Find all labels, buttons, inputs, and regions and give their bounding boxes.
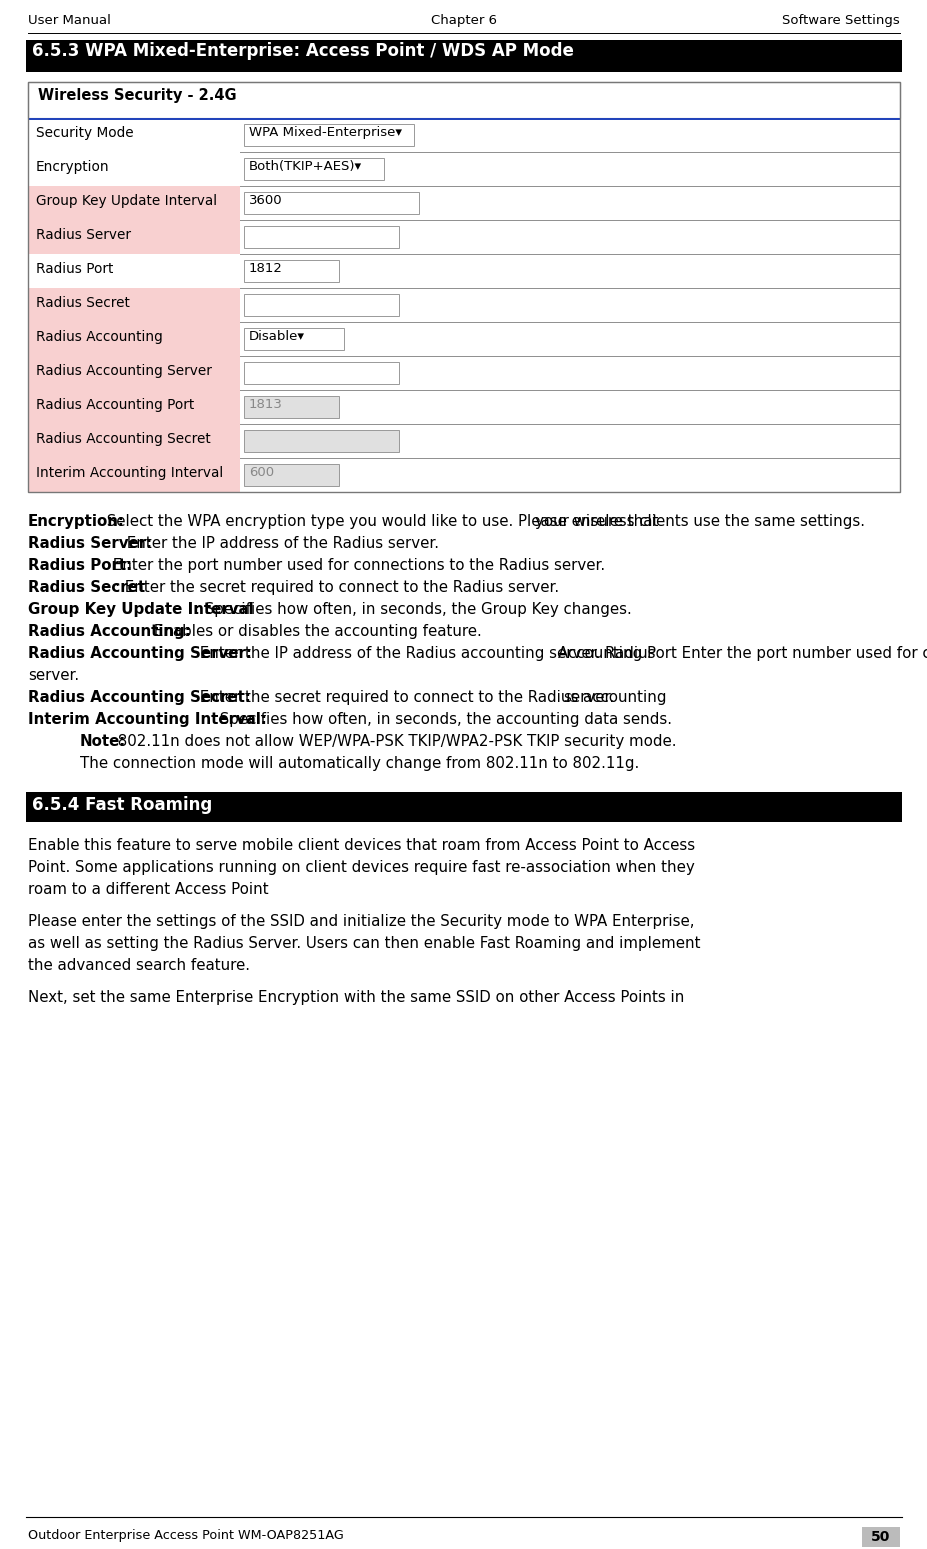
Bar [28,390,899,424]
Text: Point. Some applications running on client devices require fast re-association w: Point. Some applications running on clie… [28,860,694,875]
Text: 3600: 3600 [248,194,283,208]
Bar [244,431,399,452]
Text: Both(TKIP+AES)▾: Both(TKIP+AES)▾ [248,160,362,173]
Bar [28,254,240,288]
Bar [244,294,399,316]
Bar [28,390,240,424]
Text: User Manual: User Manual [28,14,110,26]
Bar [244,397,338,418]
Text: server.: server. [563,689,615,705]
Text: Disable▾: Disable▾ [248,330,305,342]
Text: Radius Port:: Radius Port: [28,558,132,573]
Bar [244,124,413,146]
Text: Specifies how often, in seconds, the accounting data sends.: Specifies how often, in seconds, the acc… [215,713,672,726]
Text: Radius Accounting: Radius Accounting [36,330,162,344]
Text: 1813: 1813 [248,398,283,410]
Text: Security Mode: Security Mode [36,125,133,139]
Text: the advanced search feature.: the advanced search feature. [28,957,249,973]
Text: Enter the secret required to connect to the Radius accounting: Enter the secret required to connect to … [196,689,667,705]
Text: : Specifies how often, in seconds, the Group Key changes.: : Specifies how often, in seconds, the G… [196,603,631,617]
Text: Radius Port: Radius Port [36,262,113,276]
Text: server.: server. [28,668,79,683]
Bar [244,192,419,214]
Bar [28,322,899,356]
Text: as well as setting the Radius Server. Users can then enable Fast Roaming and imp: as well as setting the Radius Server. Us… [28,936,700,951]
Text: Encryption: Encryption [36,160,109,173]
Text: Enable this feature to serve mobile client devices that roam from Access Point t: Enable this feature to serve mobile clie… [28,838,694,853]
Bar [26,792,901,823]
Bar [244,260,338,282]
Bar [28,220,240,254]
Bar [861,1527,899,1547]
Text: The connection mode will automatically change from 802.11n to 802.11g.: The connection mode will automatically c… [80,756,639,771]
Text: roam to a different Access Point: roam to a different Access Point [28,881,268,897]
Text: Wireless Security - 2.4G: Wireless Security - 2.4G [38,88,236,102]
Bar [28,220,899,254]
Bar [28,288,240,322]
Text: Radius Accounting Secret: Radius Accounting Secret [36,432,210,446]
Bar [28,186,899,220]
Bar [28,118,899,119]
Text: Please enter the settings of the SSID and initialize the Security mode to WPA En: Please enter the settings of the SSID an… [28,914,693,929]
Bar [28,322,240,356]
Text: Chapter 6: Chapter 6 [430,14,497,26]
Text: 6.5.3 WPA Mixed-Enterprise: Access Point / WDS AP Mode: 6.5.3 WPA Mixed-Enterprise: Access Point… [32,42,573,60]
Text: Next, set the same Enterprise Encryption with the same SSID on other Access Poin: Next, set the same Enterprise Encryption… [28,990,683,1005]
Bar [28,424,899,459]
Bar [244,226,399,248]
Bar [28,152,899,186]
Text: Outdoor Enterprise Access Point WM-OAP8251AG: Outdoor Enterprise Access Point WM-OAP82… [28,1529,343,1541]
Bar [244,465,338,486]
Text: 1812: 1812 [248,262,283,276]
Bar [28,288,899,322]
Bar [28,118,240,152]
Text: Radius Accounting Secret:: Radius Accounting Secret: [28,689,250,705]
Text: Radius Server:: Radius Server: [28,536,152,551]
Text: Note:: Note: [80,734,126,750]
Bar [28,82,899,118]
Bar [28,459,899,493]
Bar [28,356,240,390]
Text: 802.11n does not allow WEP/WPA-PSK TKIP/WPA2-PSK TKIP security mode.: 802.11n does not allow WEP/WPA-PSK TKIP/… [113,734,677,750]
Text: Select the WPA encryption type you would like to use. Please ensure that: Select the WPA encryption type you would… [102,514,657,530]
Text: Accounting Port Enter the port number used for connections to the Radius account: Accounting Port Enter the port number us… [557,646,927,661]
Bar [26,40,901,71]
Text: Enter the port number used for connections to the Radius server.: Enter the port number used for connectio… [108,558,604,573]
Text: Radius Accounting Server:: Radius Accounting Server: [28,646,251,661]
Text: Radius Secret: Radius Secret [36,296,130,310]
Text: Enter the IP address of the Radius accounting server. Radius: Enter the IP address of the Radius accou… [196,646,655,661]
Text: Radius Accounting Port: Radius Accounting Port [36,398,194,412]
Text: 600: 600 [248,466,273,479]
Bar [28,152,240,186]
Text: Enter the IP address of the Radius server.: Enter the IP address of the Radius serve… [121,536,438,551]
Text: Interim Accounting Interval:: Interim Accounting Interval: [28,713,266,726]
Bar [28,254,899,288]
Bar [28,459,240,493]
Text: Enables or disables the accounting feature.: Enables or disables the accounting featu… [148,624,481,640]
Text: Group Key Update Interval: Group Key Update Interval [28,603,253,617]
Bar [28,186,240,220]
Bar [28,356,899,390]
Text: Radius Accounting Server: Radius Accounting Server [36,364,211,378]
Text: Radius Secret: Radius Secret [28,579,145,595]
Bar [244,158,384,180]
Text: 50: 50 [870,1530,890,1544]
Bar [28,118,899,152]
Text: Group Key Update Interval: Group Key Update Interval [36,194,217,208]
Bar [244,328,344,350]
Text: Radius Accounting:: Radius Accounting: [28,624,190,640]
Text: : Enter the secret required to connect to the Radius server.: : Enter the secret required to connect t… [115,579,559,595]
Text: 6.5.4 Fast Roaming: 6.5.4 Fast Roaming [32,796,212,815]
Text: Radius Server: Radius Server [36,228,131,242]
Bar [244,362,399,384]
Text: your wireless clients use the same settings.: your wireless clients use the same setti… [535,514,864,530]
Text: Encryption:: Encryption: [28,514,124,530]
Text: Interim Accounting Interval: Interim Accounting Interval [36,466,223,480]
Text: WPA Mixed-Enterprise▾: WPA Mixed-Enterprise▾ [248,125,401,139]
Bar [28,424,240,459]
Bar [28,82,899,493]
Text: Software Settings: Software Settings [781,14,899,26]
